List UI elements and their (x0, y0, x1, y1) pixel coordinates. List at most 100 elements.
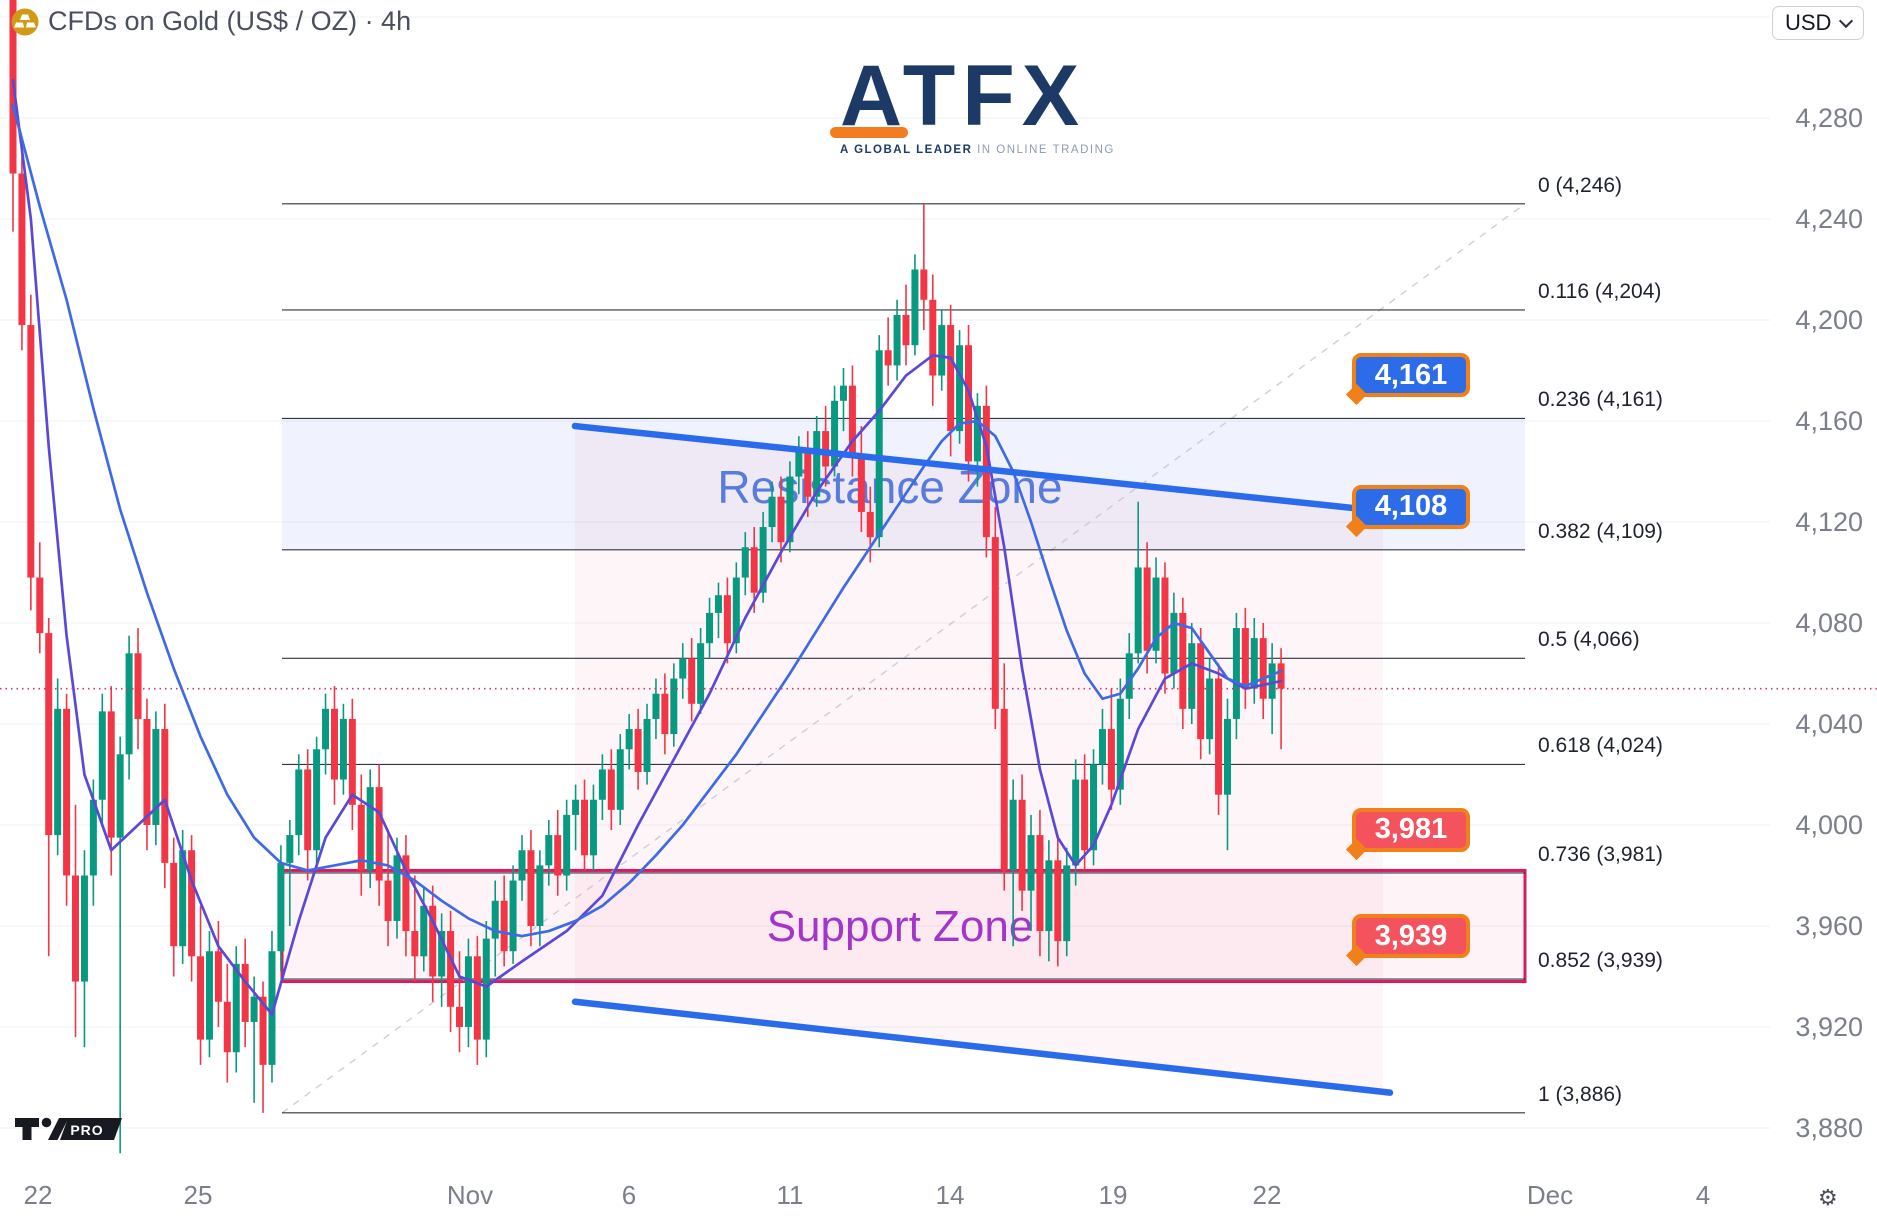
candle-body (18, 173, 26, 326)
candle-body (1116, 698, 1124, 790)
fib-label-0: 0 (4,246) (1538, 173, 1623, 197)
candle-body (652, 693, 660, 719)
candle-body (920, 269, 928, 300)
time-label-14: 14 (935, 1180, 965, 1210)
candle-body (536, 865, 544, 926)
atfx-watermark: ATFX A GLOBAL LEADER IN ONLINE TRADING (830, 50, 1113, 156)
candle-body (384, 880, 392, 921)
candle-body (857, 456, 865, 512)
candle-body (72, 875, 80, 982)
candle-body (152, 729, 160, 825)
gridlines (0, 16, 1770, 1129)
candle-body (1188, 643, 1196, 709)
price-label-4160: 4,160 (1795, 406, 1863, 436)
candle-body (875, 350, 883, 538)
candle-body (732, 577, 740, 644)
upper-trendline[interactable] (571, 422, 1370, 513)
candle-body (134, 653, 142, 719)
candle-body (589, 799, 597, 856)
candle-body (27, 325, 35, 578)
candle-body (1134, 567, 1142, 654)
support-zone-label: Support Zone (767, 902, 1034, 951)
candle-body (330, 708, 338, 780)
candle-body (500, 900, 508, 952)
candle-body (411, 931, 419, 957)
candle-body (1107, 729, 1115, 790)
price-callout-3939[interactable]: 3,939 (1345, 914, 1470, 967)
candle-body (464, 956, 472, 1027)
candle-body (1009, 799, 1017, 871)
fib-label-0.852: 0.852 (3,939) (1538, 949, 1663, 973)
price-callout-3981[interactable]: 3,981 (1345, 807, 1470, 861)
fib-label-0.116: 0.116 (4,204) (1538, 279, 1662, 303)
time-label-25: 25 (183, 1180, 213, 1210)
candle-body (991, 537, 999, 709)
time-label-11: 11 (776, 1180, 804, 1210)
candle-body (831, 400, 839, 467)
candle-body (777, 496, 785, 543)
ma-fast-line (11, 78, 1283, 1016)
fib-label-0.5: 0.5 (4,066) (1538, 628, 1640, 652)
candle-body (1125, 653, 1133, 699)
candle-body (54, 708, 62, 836)
candle-body (563, 814, 571, 876)
trendlines[interactable] (571, 422, 1394, 1096)
price-label-3880: 3,880 (1795, 1113, 1863, 1143)
pro-badge: PRO (70, 1122, 103, 1138)
candle-body (688, 658, 696, 704)
moving-averages (11, 78, 1283, 1016)
candle-body (723, 595, 731, 644)
candle-body (232, 963, 240, 1053)
gold-bars-icon (11, 8, 39, 35)
currency-select[interactable]: USD (1772, 6, 1864, 40)
resistance-zone[interactable] (282, 418, 1525, 550)
candle-body (1250, 638, 1258, 689)
candle-body (1232, 628, 1240, 719)
atfx-orange-bar (830, 127, 908, 138)
candle-body (1277, 663, 1285, 689)
candle-body (956, 345, 964, 432)
candle-body (1036, 835, 1044, 932)
price-label-4200: 4,200 (1795, 305, 1863, 335)
time-label-22: 22 (23, 1180, 53, 1210)
candle-body (223, 1001, 231, 1053)
candle-body (929, 299, 937, 376)
price-callout-4161[interactable]: 4,161 (1345, 353, 1470, 406)
ma-slow-line (11, 104, 1283, 938)
candle-body (706, 612, 714, 644)
candle-body (822, 431, 830, 467)
candle-body (965, 345, 973, 462)
candle-body (295, 769, 303, 836)
candle-body (1018, 799, 1026, 891)
candle-body (188, 850, 196, 957)
time-label-6: 6 (621, 1180, 637, 1210)
candle-body (527, 850, 535, 926)
candle-body (1063, 865, 1071, 942)
gear-icon[interactable]: ⚙ (1818, 1186, 1838, 1211)
candle-body (375, 787, 383, 881)
lower-trendline[interactable] (571, 998, 1394, 1096)
candle-body (1170, 612, 1178, 674)
candle-body (107, 711, 115, 838)
price-callout-4108[interactable]: 4,108 (1345, 484, 1470, 537)
symbol-title: CFDs on Gold (US$ / OZ) · 4h (48, 6, 412, 36)
price-label-4040: 4,040 (1795, 709, 1863, 739)
price-label-4080: 4,080 (1795, 608, 1863, 638)
candle-body (447, 931, 455, 1007)
candle-body (179, 850, 187, 947)
time-label-19: 19 (1098, 1180, 1128, 1210)
candle-body (545, 835, 553, 866)
candle-body (947, 325, 955, 432)
candle-body (366, 787, 374, 871)
tradingview-logo[interactable]: PRO (15, 1116, 135, 1144)
candle-body (938, 325, 946, 376)
candle-body (143, 718, 151, 825)
currency-value: USD (1785, 10, 1832, 35)
candle-body (339, 718, 347, 780)
symbol-header[interactable]: CFDs on Gold (US$ / OZ) · 4h (10, 6, 411, 37)
price-label-3960: 3,960 (1795, 911, 1863, 941)
candle-body (63, 708, 71, 876)
candle-body (1241, 628, 1249, 689)
chevron-down-icon (1838, 13, 1854, 29)
